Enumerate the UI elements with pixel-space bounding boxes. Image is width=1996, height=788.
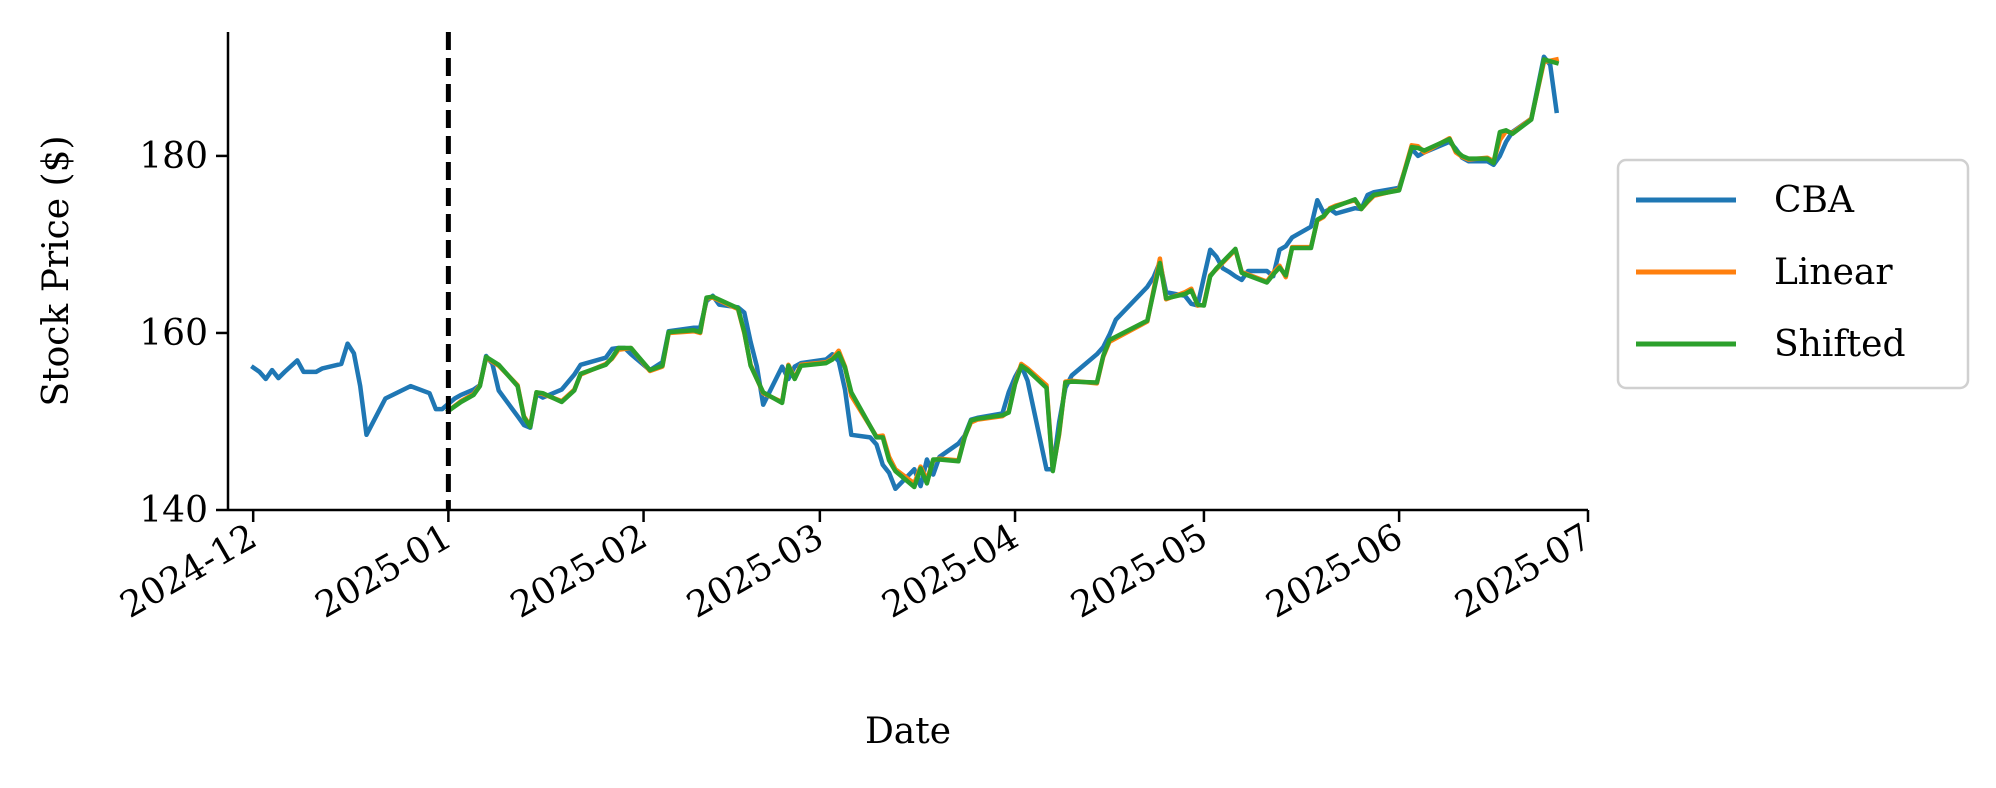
x-tick-label: 2025-01 [309,516,459,626]
axes-group [226,32,1588,512]
plot-series-group [250,54,1560,492]
y-tick-label: 160 [139,313,208,354]
legend-frame [1616,158,1970,390]
x-tick-label: 2025-05 [1064,516,1214,626]
series-line-linear [445,56,1560,486]
x-tick-label: 2025-07 [1448,516,1598,626]
legend: CBA Linear Shifted [1616,158,1970,390]
series-line-shifted [445,57,1560,490]
y-tick-label: 140 [139,490,208,531]
legend-label-shifted: Shifted [1774,324,1906,365]
x-tick-label: 2025-06 [1260,516,1410,626]
y-axis-label: Stock Price ($) [36,135,77,406]
y-tick-label: 180 [139,136,208,177]
x-tick-label: 2025-04 [875,516,1025,626]
x-tick-label: 2025-03 [680,516,830,626]
x-axis-label: Date [865,711,951,752]
legend-label-cba: CBA [1774,180,1855,221]
x-tick-label: 2025-02 [504,516,654,626]
legend-label-linear: Linear [1774,252,1893,293]
x-ticks-group: 2024-12 2025-01 2025-02 2025-03 2025-04 2025-… [114,510,1599,627]
y-ticks-group: 140 160 180 [139,136,228,531]
x-tick-label: 2024-12 [114,516,264,626]
